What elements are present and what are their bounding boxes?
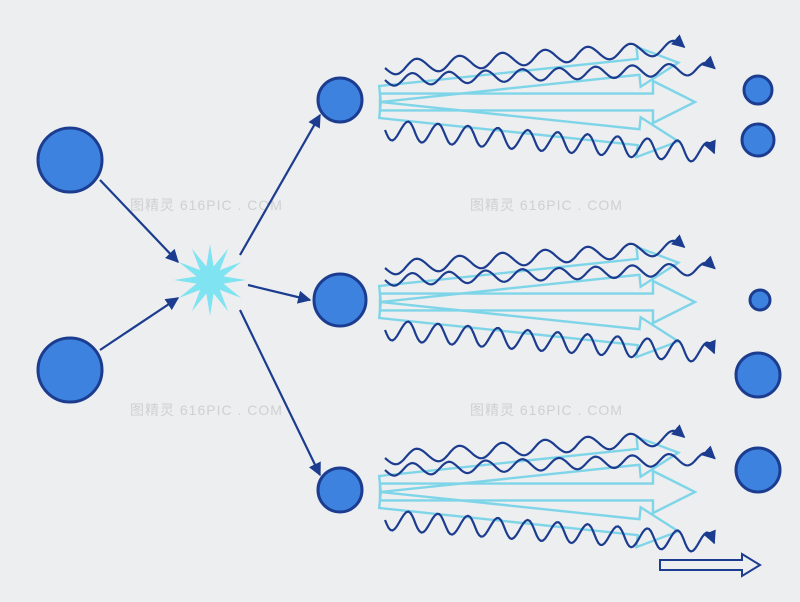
arrow-incoming-top xyxy=(100,180,178,262)
wave-mid-lower xyxy=(384,320,715,363)
block-arrow-bot-b xyxy=(380,471,695,513)
particle-incoming_top xyxy=(38,128,102,192)
arrow-branch-bottom xyxy=(240,310,320,475)
block-arrow-mid-a xyxy=(378,243,681,314)
block-arrow-bot-a xyxy=(378,433,681,504)
particle-mid_bot xyxy=(318,468,362,512)
block-arrow-top-c xyxy=(378,90,681,161)
wave-bot-lower xyxy=(384,510,715,553)
arrow-incoming-bottom xyxy=(100,298,178,350)
wave-top-lower xyxy=(384,120,715,163)
particle-out_c xyxy=(750,290,770,310)
diagram-svg xyxy=(0,0,800,602)
diagram-root: 图精灵 616PIC . COM图精灵 616PIC . COM图精灵 616P… xyxy=(0,0,800,602)
block-arrow-top-b xyxy=(380,81,695,123)
wave-mid-mid xyxy=(385,262,715,286)
particle-out_d xyxy=(736,353,780,397)
particle-out_e xyxy=(736,448,780,492)
particle-out_b xyxy=(742,124,774,156)
block-arrow-bot-c xyxy=(378,480,681,551)
block-arrow-mid-b xyxy=(380,281,695,323)
collision-burst xyxy=(174,244,246,316)
particle-mid_top xyxy=(318,78,362,122)
wave-top-mid xyxy=(385,62,715,86)
particle-out_a xyxy=(744,76,772,104)
block-arrow-mid-c xyxy=(378,290,681,361)
block-arrow-top-a xyxy=(378,43,681,114)
particle-mid_mid xyxy=(314,274,366,326)
arrow-branch-middle xyxy=(248,285,310,300)
legend-arrow xyxy=(660,554,760,576)
arrow-branch-top xyxy=(240,115,320,255)
wave-bot-mid xyxy=(385,452,715,476)
particle-incoming_bot xyxy=(38,338,102,402)
